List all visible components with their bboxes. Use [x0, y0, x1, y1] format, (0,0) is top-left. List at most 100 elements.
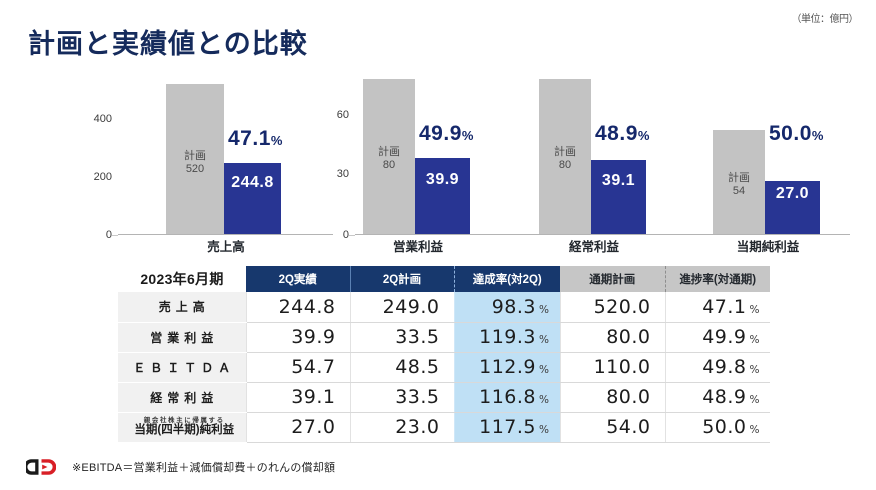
category-label-net-income: 当期純利益 — [736, 240, 800, 254]
ratio-unit: % — [270, 133, 283, 148]
ratio-unit: % — [811, 128, 824, 143]
plan-bar-value: 80 — [382, 159, 396, 172]
cell-achievement-value: 119.3 — [479, 326, 537, 348]
table-header-period: 2023年6月期 — [118, 266, 246, 292]
cell-full-year-plan: 80.0 — [559, 322, 665, 353]
ratio-value: 50.0 — [769, 122, 812, 145]
ratio-label-net-income: 50.0% — [769, 122, 824, 146]
cell-actual-2q: 39.9 — [245, 322, 350, 353]
page-title: 計画と実績値との比較 — [28, 29, 308, 59]
ratio-unit: % — [637, 128, 650, 143]
cell-progress: 49.8% — [664, 352, 770, 383]
category-label-sales: 売上高 — [207, 240, 245, 254]
plan-bar-value: 54 — [732, 185, 746, 198]
cell-achievement: 98.3% — [453, 292, 560, 323]
plan-bar-label: 計画 80 — [539, 146, 591, 172]
actual-bar-operating-profit[interactable]: 39.9 — [415, 158, 470, 234]
chart-profits-plot: 0 30 60 計画 80 39.9 49.9% 営業利益 — [337, 72, 850, 254]
table-header-row: 2023年6月期 2Q実績 2Q計画 達成率(対2Q) 通期計画 進捗率(対通期… — [118, 266, 770, 292]
unit-note: （単位：億円） — [791, 14, 859, 25]
cell-achievement-value: 112.9 — [479, 356, 537, 378]
cell-achievement: 117.5% — [453, 412, 560, 443]
table-row: 営業利益 39.9 33.5 119.3% 80.0 49.9% — [118, 322, 770, 353]
footnote-text: ※EBITDA＝営業利益＋減価償却費＋のれんの償却額 — [72, 462, 336, 474]
plan-bar-label: 計画 520 — [166, 150, 224, 176]
cell-full-year-plan: 80.0 — [559, 382, 665, 413]
bar-group-net-income: 計画 54 27.0 50.0% 当期純利益 — [713, 72, 833, 254]
percent-mark: % — [539, 334, 550, 346]
category-label-ordinary-profit: 経常利益 — [568, 240, 619, 254]
row-label-net-income-sub: 親会社株主に帰属する — [143, 417, 225, 425]
percent-mark: % — [749, 334, 760, 346]
percent-mark: % — [749, 424, 760, 436]
table-header-full-year-plan: 通期計画 — [560, 266, 665, 292]
table-row: 経常利益 39.1 33.5 116.8% 80.0 48.9% — [118, 382, 770, 413]
ratio-unit: % — [461, 128, 474, 143]
cell-achievement: 119.3% — [453, 322, 560, 353]
bar-group-ordinary-profit: 計画 80 39.1 48.9% 経常利益 — [539, 72, 659, 254]
row-label-net-income-main: 当期(四半期)純利益 — [134, 424, 235, 437]
cell-achievement: 112.9% — [453, 352, 560, 383]
row-label-sales: 売上高 — [118, 292, 246, 323]
cell-plan-2q: 33.5 — [349, 382, 454, 413]
y-tick-0: 0 — [342, 229, 349, 241]
plan-bar-net-income[interactable]: 計画 54 — [713, 130, 765, 234]
company-logo-icon — [26, 459, 56, 475]
y-tick-0: 0 — [105, 229, 112, 241]
cell-plan-2q: 249.0 — [349, 292, 454, 323]
table-row: 売上高 244.8 249.0 98.3% 520.0 47.1% — [118, 292, 770, 323]
bar-group-sales: 計画 520 244.8 47.1% 売上高 — [166, 72, 286, 254]
cell-progress: 48.9% — [664, 382, 770, 413]
plan-bar-label: 計画 80 — [363, 146, 415, 172]
y-tick-60: 60 — [336, 109, 349, 121]
table-row: ＥＢＩＴＤＡ 54.7 48.5 112.9% 110.0 49.8% — [118, 352, 770, 383]
y-tick-400: 400 — [93, 113, 112, 125]
ratio-label-ordinary-profit: 48.9% — [595, 122, 650, 146]
actual-bar-net-income[interactable]: 27.0 — [765, 181, 820, 234]
cell-actual-2q: 27.0 — [245, 412, 350, 443]
cell-plan-2q: 48.5 — [349, 352, 454, 383]
actual-bar-value: 39.9 — [425, 171, 460, 188]
chart-profits: 0 30 60 計画 80 39.9 49.9% 営業利益 — [337, 72, 850, 257]
table-header-plan-2q: 2Q計画 — [349, 266, 454, 292]
percent-mark: % — [539, 424, 550, 436]
category-label-operating-profit: 営業利益 — [392, 240, 443, 254]
actual-bar-value: 244.8 — [231, 174, 274, 191]
percent-mark: % — [749, 394, 760, 406]
cell-achievement: 116.8% — [453, 382, 560, 413]
chart-sales-baseline — [118, 234, 333, 235]
actual-bar-ordinary-profit[interactable]: 39.1 — [591, 160, 646, 234]
cell-progress-value: 49.9 — [702, 326, 747, 348]
table-body: 売上高 244.8 249.0 98.3% 520.0 47.1% 営業利益 3… — [118, 292, 770, 443]
plan-bar-label: 計画 54 — [713, 172, 765, 198]
tick-mark — [349, 235, 355, 236]
cell-achievement-value: 98.3 — [491, 295, 537, 318]
chart-profits-baseline — [355, 234, 850, 235]
percent-mark: % — [749, 364, 760, 376]
cell-progress-value: 48.9 — [702, 386, 747, 408]
comparison-table-wrap: 2023年6月期 2Q実績 2Q計画 達成率(対2Q) 通期計画 進捗率(対通期… — [118, 266, 770, 443]
plan-bar-operating-profit[interactable]: 計画 80 — [363, 79, 415, 234]
ratio-label-sales: 47.1% — [228, 127, 283, 151]
cell-progress-value: 47.1 — [702, 295, 747, 318]
cell-actual-2q: 244.8 — [245, 292, 350, 323]
cell-plan-2q: 23.0 — [349, 412, 454, 443]
cell-full-year-plan: 520.0 — [559, 292, 665, 323]
y-tick-30: 30 — [336, 168, 349, 180]
cell-progress-value: 50.0 — [702, 416, 747, 438]
percent-mark: % — [539, 364, 550, 376]
row-label-ordinary-profit: 経常利益 — [118, 382, 246, 413]
cell-achievement-value: 117.5 — [479, 416, 537, 438]
ratio-value: 47.1 — [228, 127, 271, 150]
comparison-table: 2023年6月期 2Q実績 2Q計画 達成率(対2Q) 通期計画 進捗率(対通期… — [118, 266, 770, 443]
ratio-value: 48.9 — [595, 122, 638, 145]
footer: ※EBITDA＝営業利益＋減価償却費＋のれんの償却額 — [0, 456, 876, 482]
y-tick-200: 200 — [93, 171, 112, 183]
actual-bar-value: 27.0 — [775, 185, 810, 202]
plan-bar-ordinary-profit[interactable]: 計画 80 — [539, 79, 591, 234]
plan-bar-value: 520 — [185, 163, 205, 176]
plan-bar-label-text: 計画 — [378, 146, 400, 159]
plan-bar-sales[interactable]: 計画 520 — [166, 84, 224, 234]
actual-bar-sales[interactable]: 244.8 — [224, 163, 281, 234]
ratio-value: 49.9 — [419, 122, 462, 145]
